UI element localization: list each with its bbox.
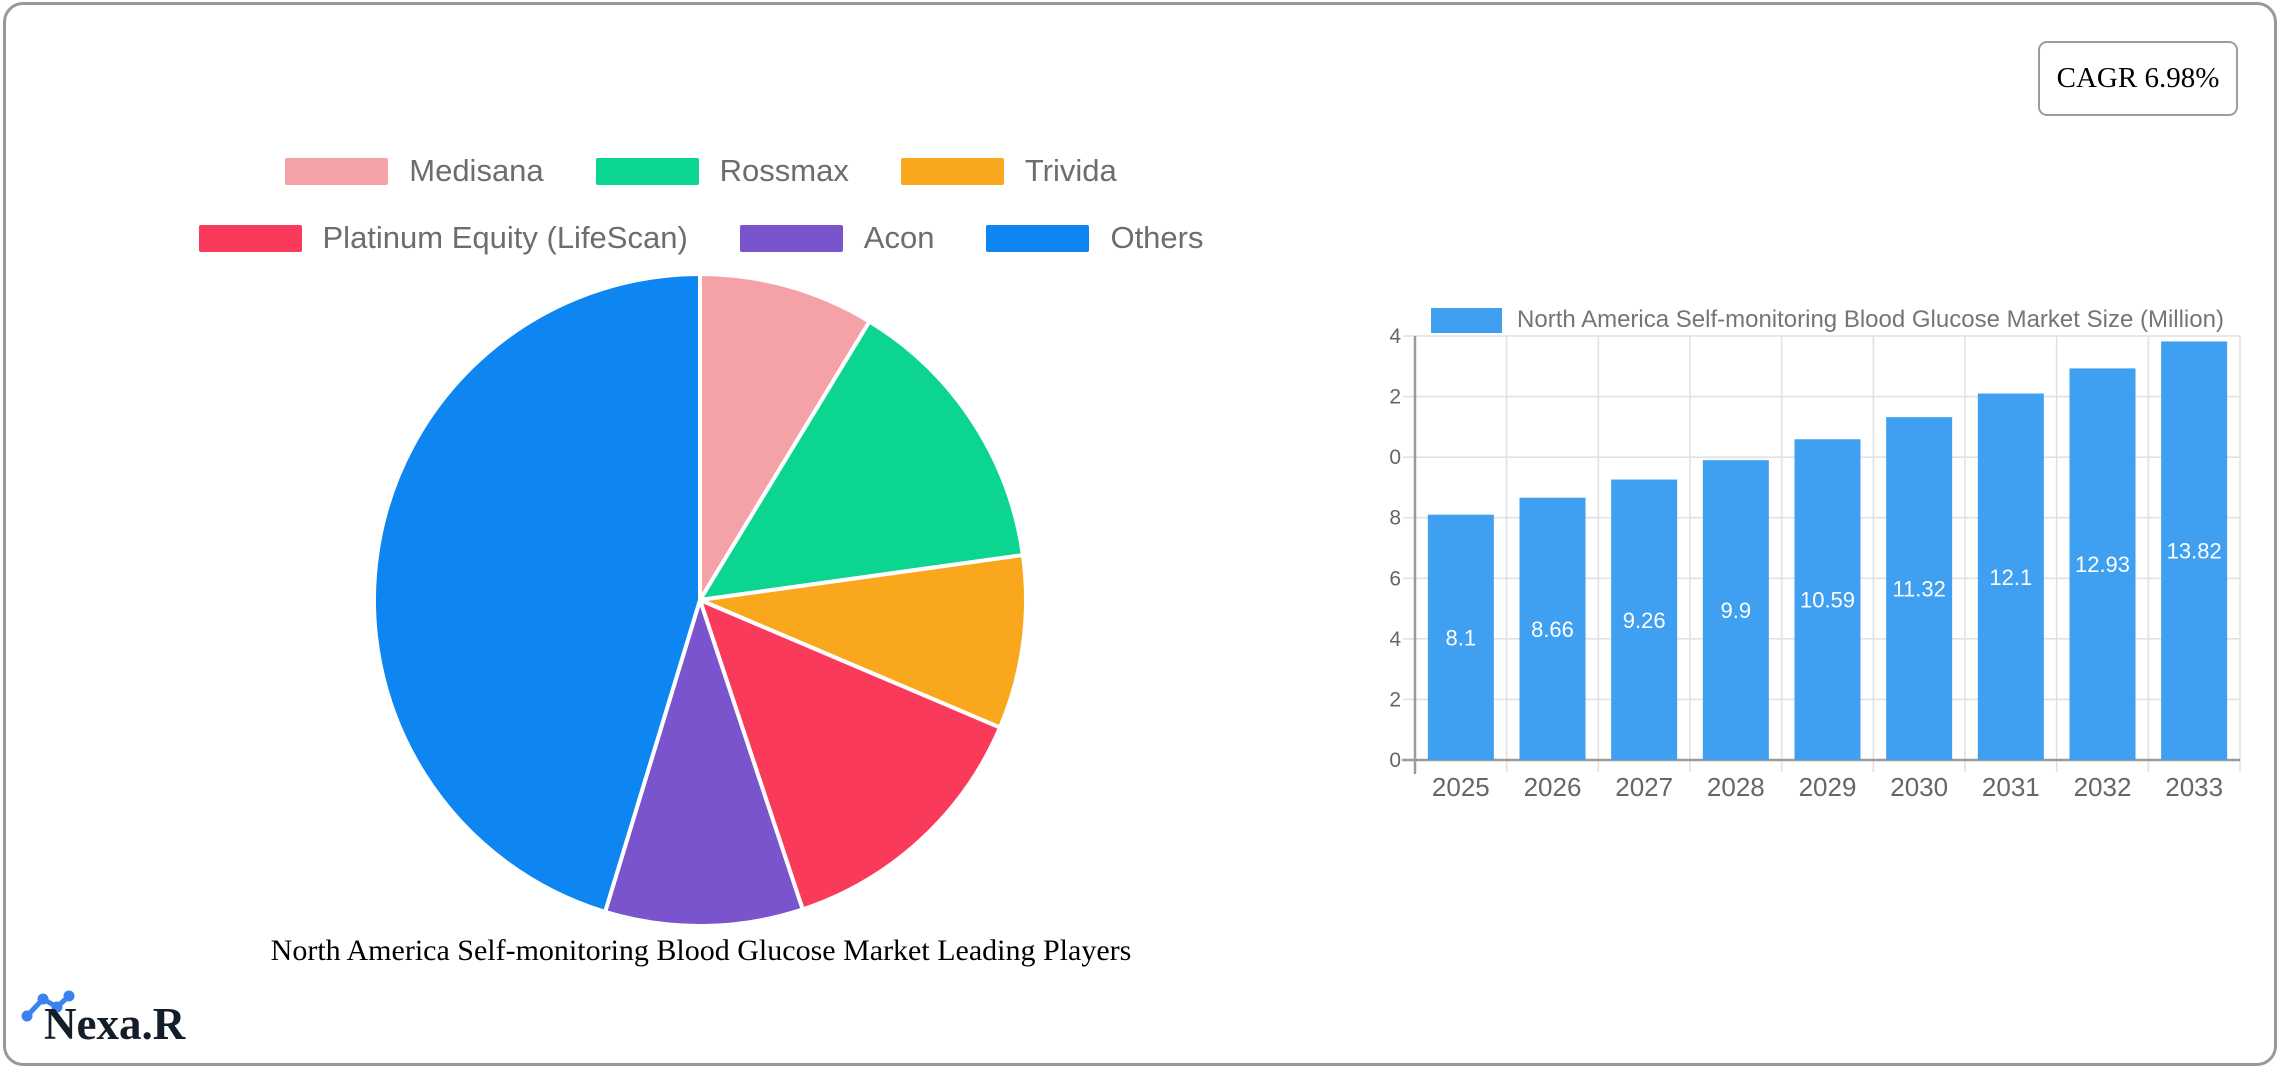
- x-tick-label-2026: 2026: [1524, 772, 1582, 802]
- logo-text: Nexa.R: [44, 999, 186, 1049]
- bar-chart: 0 2 4 6 8 10 12 14 8.1 2025 8.66 2026 9.26 2027 9.9 202…: [1390, 325, 2241, 802]
- pie-legend-row: Medisana Rossmax Trivida: [70, 153, 1332, 189]
- pie-slice-rossmax: [698, 319, 1025, 602]
- bar-value-label-2029: 10.59: [1800, 588, 1855, 613]
- bar-2027: [1611, 479, 1678, 760]
- x-tick-label-2030: 2030: [1890, 772, 1948, 802]
- legend-label-medisana: Medisana: [409, 153, 544, 188]
- legend-swatch-medisana: [285, 157, 389, 185]
- legend-swatch-trivida: [900, 157, 1004, 185]
- y-tick-label: 8: [1390, 507, 1401, 530]
- y-tick-label: 12: [1390, 386, 1401, 409]
- bar-2026: [1519, 497, 1586, 760]
- legend-swatch-platinum-equity-lifescan: [198, 224, 302, 252]
- bar-chart-legend: North America Self-monitoring Blood Gluc…: [1415, 306, 2240, 334]
- logo-zigzag-icon: [21, 990, 75, 1022]
- cagr-badge: CAGR 6.98%: [2038, 41, 2238, 116]
- logo: Nexa.R: [20, 986, 280, 1066]
- x-tick-label-2025: 2025: [1432, 772, 1490, 802]
- bar-2031: [1977, 393, 2044, 760]
- y-tick-label: 14: [1390, 325, 1401, 348]
- bar-value-label-2027: 9.26: [1623, 608, 1666, 633]
- bar-value-label-2031: 12.1: [1989, 565, 2032, 590]
- legend-item-platinum-equity-lifescan: Platinum Equity (LifeScan): [198, 220, 688, 256]
- pie-legend-row: Platinum Equity (LifeScan) Acon Others: [70, 220, 1332, 256]
- pie-slice-acon: [603, 598, 805, 928]
- legend-label-others: Others: [1110, 220, 1204, 255]
- bar-2025: [1427, 514, 1494, 760]
- pie-slice-trivida: [698, 553, 1028, 730]
- pie-title: North America Self-monitoring Blood Gluc…: [270, 934, 1132, 967]
- y-tick-label: 10: [1390, 446, 1401, 469]
- bar-2029: [1794, 439, 1861, 760]
- x-tick-label-2028: 2028: [1707, 772, 1765, 802]
- bar-value-label-2028: 9.9: [1721, 598, 1752, 623]
- legend-swatch-others: [986, 224, 1090, 252]
- bar-value-label-2030: 11.32: [1892, 577, 1945, 602]
- x-tick-label-2029: 2029: [1799, 772, 1857, 802]
- pie-slice-others: [372, 272, 702, 914]
- legend-label-acon: Acon: [863, 220, 935, 255]
- x-tick-label-2031: 2031: [1982, 772, 2040, 802]
- bar-value-label-2032: 12.93: [2075, 552, 2130, 577]
- bar-legend-swatch: [1431, 307, 1503, 333]
- legend-label-rossmax: Rossmax: [719, 153, 849, 188]
- y-tick-label: 2: [1390, 688, 1401, 711]
- legend-item-trivida: Trivida: [900, 153, 1117, 189]
- legend-label-trivida: Trivida: [1024, 153, 1117, 188]
- y-tick-label: 6: [1390, 567, 1401, 590]
- y-tick-label: 0: [1390, 749, 1401, 772]
- bar-value-label-2033: 13.82: [2167, 539, 2222, 564]
- legend-label-platinum-equity-lifescan: Platinum Equity (LifeScan): [322, 220, 688, 255]
- cagr-badge-label: CAGR 6.98%: [2056, 62, 2220, 94]
- legend-swatch-acon: [739, 224, 843, 252]
- bar-2028: [1702, 460, 1769, 760]
- bar-2030: [1886, 417, 1953, 760]
- legend-item-others: Others: [986, 220, 1203, 256]
- legend-item-medisana: Medisana: [285, 153, 544, 189]
- pie-slice-platinum-equity-lifescan: [698, 598, 1002, 912]
- legend-item-acon: Acon: [739, 220, 935, 256]
- bar-value-label-2025: 8.1: [1446, 625, 1477, 650]
- pie-legend: Medisana Rossmax Trivida Platinum Equity (L…: [70, 153, 1332, 256]
- bar-legend-label: North America Self-monitoring Blood Gluc…: [1517, 306, 2224, 333]
- legend-item-rossmax: Rossmax: [595, 153, 849, 189]
- x-tick-label-2027: 2027: [1615, 772, 1673, 802]
- bar-2032: [2069, 368, 2136, 760]
- x-tick-label-2032: 2032: [2074, 772, 2132, 802]
- y-tick-label: 4: [1390, 628, 1401, 651]
- bar-2033: [2161, 341, 2228, 760]
- legend-swatch-rossmax: [595, 157, 699, 185]
- pie-slice-medisana: [698, 272, 872, 602]
- bar-value-label-2026: 8.66: [1531, 617, 1574, 642]
- pie-chart: [372, 272, 1028, 928]
- x-tick-label-2033: 2033: [2165, 772, 2223, 802]
